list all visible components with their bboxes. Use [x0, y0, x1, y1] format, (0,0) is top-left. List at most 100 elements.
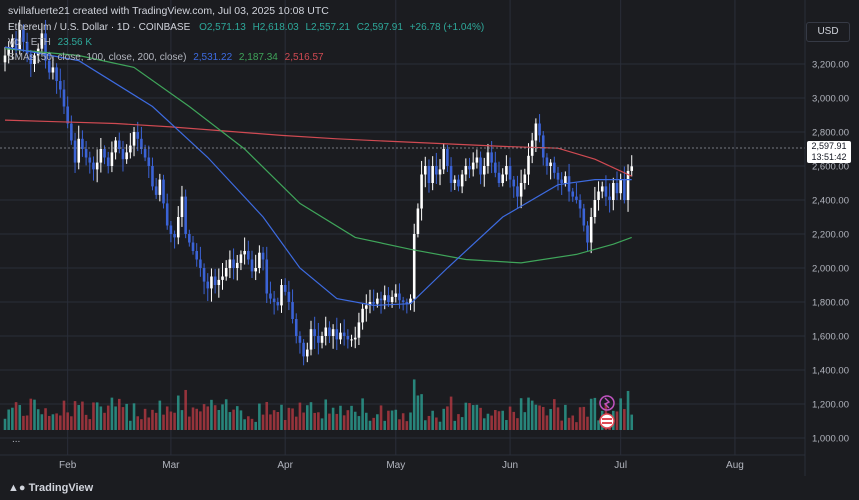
- time-axis[interactable]: Feb Mar Apr May Jun Jul Aug: [59, 460, 744, 471]
- volume-bar: [501, 410, 504, 430]
- candle-body: [615, 183, 619, 194]
- volume-bar: [313, 412, 316, 430]
- volume-bar: [51, 414, 55, 430]
- volume-bar: [176, 395, 180, 430]
- volume-legend[interactable]: Vol · ETH 23.56 K: [8, 37, 92, 48]
- candle-body: [372, 302, 375, 304]
- candle-body: [269, 293, 272, 299]
- candle-body: [556, 172, 560, 180]
- candle-body: [247, 251, 250, 260]
- volume-bar: [486, 413, 490, 430]
- candle-body: [191, 242, 195, 251]
- alert-bolt-icon[interactable]: [599, 395, 615, 411]
- volume-bar: [630, 414, 634, 430]
- candle-body: [47, 60, 51, 73]
- volume-bar: [18, 405, 22, 430]
- time-tick-label: Feb: [59, 460, 77, 471]
- candle-body: [276, 302, 280, 306]
- volume-bar: [66, 412, 69, 430]
- candle-body: [387, 295, 390, 302]
- us-flag-event-icon[interactable]: [599, 413, 615, 429]
- price-chart[interactable]: 3,200.00 3,000.00 2,800.00 2,600.00 2,400.00…: [0, 0, 859, 476]
- candle-body: [199, 259, 202, 268]
- volume-bar: [151, 409, 154, 430]
- candle-body: [298, 336, 302, 343]
- candle-body: [416, 208, 420, 234]
- candle-body: [365, 305, 368, 309]
- tradingview-logo[interactable]: ▲● TradingView: [8, 482, 93, 494]
- candle-body: [490, 152, 493, 163]
- sma-legend[interactable]: SMAs (50, close, 100, close, 200, close)…: [8, 52, 324, 63]
- time-tick-label: Jun: [502, 460, 518, 471]
- volume-bar: [70, 416, 73, 430]
- volume-bar: [283, 420, 287, 430]
- volume-bar: [47, 415, 51, 430]
- price-tick-label: 1,800.00: [812, 298, 849, 309]
- candle-body: [401, 300, 405, 302]
- volume-bar: [55, 413, 58, 430]
- volume-bar: [442, 408, 445, 430]
- volume-bar: [353, 411, 357, 430]
- flag-stripe-icon: [602, 418, 612, 420]
- volume-bar: [269, 414, 272, 430]
- volume-bar: [523, 412, 527, 430]
- tradingview-logo-icon: ▲●: [8, 482, 29, 494]
- currency-selector[interactable]: USD: [806, 22, 850, 42]
- candle-body: [578, 200, 582, 209]
- volume-bar: [401, 413, 405, 430]
- volume-bar: [22, 415, 25, 430]
- candle-body: [280, 285, 283, 306]
- candle-body: [449, 166, 453, 183]
- volume-bar: [213, 405, 217, 430]
- volume-bar: [25, 415, 29, 430]
- volume-bar: [59, 415, 62, 430]
- candle-body: [486, 152, 490, 166]
- volume-bar: [398, 419, 401, 430]
- price-tick-label: 3,200.00: [812, 60, 849, 71]
- volume-bar: [597, 420, 600, 430]
- symbol-legend[interactable]: Ethereum / U.S. Dollar · 1D · COINBASE O…: [8, 22, 484, 33]
- candle-body: [494, 162, 497, 173]
- volume-bar: [114, 406, 117, 430]
- volume-bar: [339, 405, 342, 430]
- volume-bar: [258, 403, 261, 430]
- sma100-line: [4, 48, 632, 264]
- symbol-name[interactable]: Ethereum / U.S. Dollar · 1D · COINBASE: [8, 22, 191, 33]
- candle-body: [73, 140, 77, 163]
- volume-bar: [44, 408, 47, 430]
- price-axis[interactable]: 3,200.00 3,000.00 2,800.00 2,600.00 2,400.00…: [812, 60, 849, 445]
- volume-bar: [379, 405, 383, 430]
- volume-bar: [575, 422, 578, 430]
- volume-bar: [188, 416, 191, 430]
- candle-body: [623, 179, 626, 200]
- volume-bar: [490, 415, 493, 430]
- volume-bar: [180, 410, 184, 430]
- volume-bar: [464, 402, 468, 430]
- candle-body: [59, 81, 62, 90]
- candle-body: [77, 138, 81, 163]
- volume-bar: [132, 403, 136, 430]
- candle-body: [165, 203, 169, 226]
- candle-body: [538, 123, 541, 136]
- candle-body: [272, 298, 276, 302]
- close-value: C2,597.91: [356, 22, 403, 33]
- volume-bar: [427, 415, 431, 430]
- chart-attribution: svillafuerte21 created with TradingView.…: [8, 5, 329, 17]
- candle-body: [457, 179, 460, 187]
- volume-bar: [508, 406, 512, 430]
- candle-body: [95, 162, 99, 170]
- candle-body: [427, 166, 431, 183]
- volume-bar: [497, 411, 501, 430]
- volume-bar: [117, 398, 121, 430]
- sma-label[interactable]: SMAs (50, close, 100, close, 200, close): [8, 52, 187, 63]
- alert-icons[interactable]: [599, 395, 615, 429]
- volume-label[interactable]: Vol · ETH: [8, 37, 51, 48]
- volume-bar: [589, 398, 593, 430]
- volume-bar: [383, 420, 387, 430]
- volume-bar: [239, 410, 243, 430]
- candle-body: [313, 329, 316, 336]
- more-indicators-button[interactable]: ...: [12, 434, 21, 445]
- volume-bar: [287, 407, 291, 430]
- volume-bar: [158, 400, 162, 430]
- volume-bar: [129, 420, 132, 430]
